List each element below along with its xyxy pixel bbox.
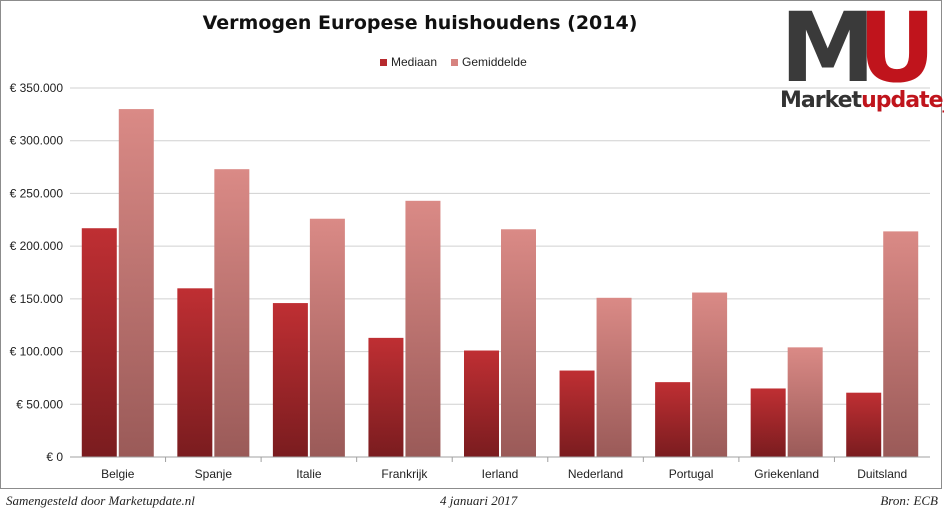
- bar-mediaan-nederland: [559, 370, 595, 457]
- x-tick-label: Ierland: [482, 467, 519, 481]
- y-tick-label: € 50.000: [16, 397, 63, 411]
- bar-gemiddelde-belgie: [118, 109, 154, 457]
- chart-title: Vermogen Europese huishoudens (2014): [202, 12, 638, 34]
- bar-gemiddelde-portugal: [692, 292, 728, 457]
- footer-credit: Samengesteld door Marketupdate.nl: [6, 493, 195, 508]
- footer-date: 4 januari 2017: [440, 493, 518, 508]
- bar-gemiddelde-spanje: [214, 169, 250, 457]
- bar-mediaan-belgie: [81, 228, 117, 457]
- bar-mediaan-duitsland: [846, 392, 882, 457]
- logo-letter-u: U: [858, 0, 936, 104]
- bar-chart: € 0 € 50.000 € 100.000 € 150.000 € 200.000 € …: [10, 81, 930, 481]
- x-tick-label: Griekenland: [754, 467, 819, 481]
- legend-label-gemiddelde: Gemiddelde: [462, 55, 527, 69]
- y-tick-label: € 250.000: [10, 186, 64, 200]
- logo-wordmark: Marketupdate_: [780, 88, 944, 113]
- footer-source: Bron: ECB: [880, 493, 938, 508]
- footer: Samengesteld door Marketupdate.nl 4 janu…: [0, 491, 944, 511]
- x-tick-label: Spanje: [195, 467, 233, 481]
- bar-gemiddelde-ierland: [501, 229, 536, 457]
- legend-swatch-mediaan: [380, 58, 387, 66]
- chart-frame: [0, 0, 942, 489]
- y-tick-label: € 200.000: [10, 239, 64, 253]
- legend-item-gemiddelde: Gemiddelde: [451, 55, 527, 69]
- x-tick-label: Duitsland: [857, 467, 907, 481]
- bar-mediaan-portugal: [655, 382, 691, 457]
- y-tick-label: € 0: [46, 450, 63, 464]
- x-tick-label: Belgie: [101, 467, 135, 481]
- bar-mediaan-italie: [272, 303, 308, 457]
- logo-letter-m: M: [780, 0, 876, 104]
- bar-mediaan-spanje: [177, 288, 213, 457]
- marketupdate-logo: M U Marketupdate_: [780, 0, 944, 118]
- bar-mediaan-griekenland: [750, 388, 786, 457]
- x-tick-label: Nederland: [568, 467, 623, 481]
- bar-gemiddelde-frankrijk: [405, 200, 441, 457]
- bar-gemiddelde-griekenland: [787, 347, 823, 457]
- legend-label-mediaan: Mediaan: [391, 55, 438, 69]
- x-tick-label: Italie: [296, 467, 322, 481]
- chart-legend: Mediaan Gemiddelde: [380, 55, 527, 69]
- y-tick-label: € 100.000: [10, 345, 64, 359]
- y-tick-label: € 150.000: [10, 292, 64, 306]
- bar-gemiddelde-duitsland: [883, 231, 919, 457]
- legend-swatch-gemiddelde: [451, 58, 459, 66]
- x-tick-label: Frankrijk: [381, 467, 428, 481]
- legend-item-mediaan: Mediaan: [380, 55, 437, 69]
- bar-mediaan-frankrijk: [368, 337, 404, 457]
- y-tick-label: € 300.000: [10, 134, 64, 148]
- bar-mediaan-ierland: [464, 350, 499, 457]
- bar-gemiddelde-italie: [309, 218, 345, 457]
- y-tick-label: € 350.000: [10, 81, 64, 95]
- bar-gemiddelde-nederland: [596, 297, 632, 457]
- x-tick-label: Portugal: [669, 467, 714, 481]
